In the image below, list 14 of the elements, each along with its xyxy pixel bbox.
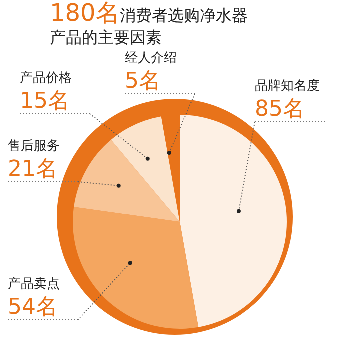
pie-slice <box>74 140 180 222</box>
pie-slice <box>111 116 180 222</box>
slice-label: 售后服务 <box>8 139 60 154</box>
slice-label: 产品价格 <box>20 71 72 86</box>
chart-title: 180名消费者选购净水器产品的主要因素 <box>50 0 249 49</box>
slice-label: 经人介绍 <box>125 51 177 66</box>
data-label: 85名 <box>255 97 305 122</box>
data-label: 15名 <box>20 89 70 114</box>
slice-label: 产品卖点 <box>8 277 60 292</box>
data-label: 54名 <box>8 295 58 320</box>
pie-slice <box>73 207 199 329</box>
data-label: 5名 <box>125 69 161 94</box>
data-label: 21名 <box>8 157 58 182</box>
slice-label: 品牌知名度 <box>255 78 320 94</box>
